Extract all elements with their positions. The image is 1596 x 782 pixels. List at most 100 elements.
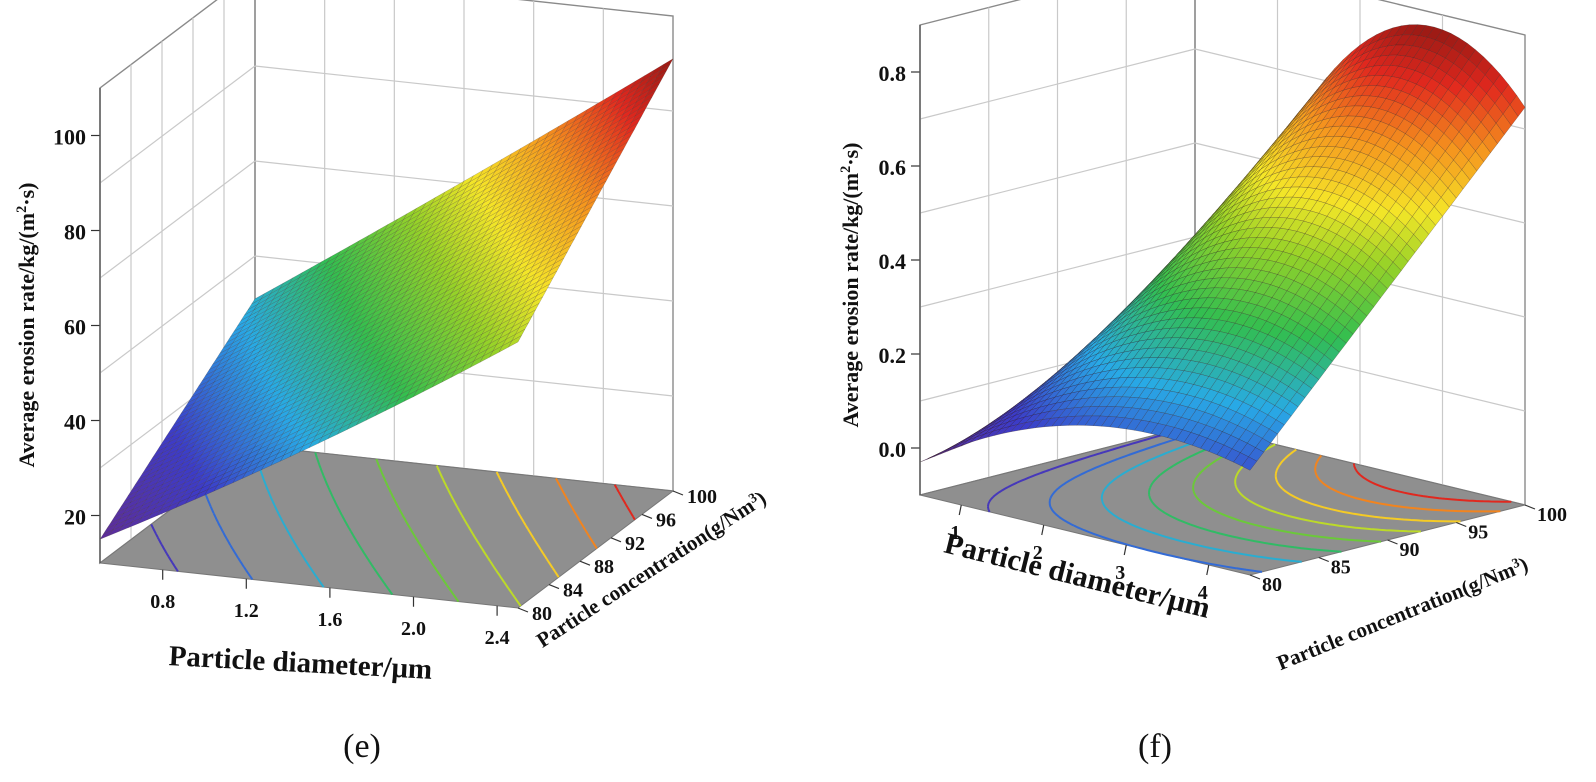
y-tick-mark xyxy=(548,584,560,590)
y-tick-mark xyxy=(672,490,684,496)
surface-patch xyxy=(521,309,537,323)
contour-line xyxy=(613,484,636,521)
surface-patch xyxy=(655,64,671,78)
surface-patch xyxy=(585,193,600,207)
x-tick-label: 3 xyxy=(1115,562,1125,584)
y-tick-mark xyxy=(579,560,591,566)
contour-line xyxy=(1274,448,1461,523)
caption-f: (f) xyxy=(1138,728,1172,765)
z-axis-label-text: Average erosion rate/kg/(m xyxy=(14,213,39,468)
y-tick-mark xyxy=(610,537,622,543)
x-tick-label: 2.0 xyxy=(401,618,426,640)
z-tick-label: 0.2 xyxy=(879,343,907,368)
surface-patch xyxy=(648,77,664,91)
surface-patch xyxy=(638,96,653,111)
surface-patch xyxy=(1406,234,1423,253)
y-tick-label: 85 xyxy=(1331,557,1351,579)
surface-patch xyxy=(1482,132,1498,154)
response-surface xyxy=(919,24,1526,471)
y-tick-label: 90 xyxy=(1400,539,1420,561)
surface-patch xyxy=(652,70,667,85)
surface-patch xyxy=(550,257,565,271)
y-tick-label: 88 xyxy=(594,556,614,578)
surface-patch xyxy=(1268,419,1285,435)
y-tick-label: 96 xyxy=(656,509,676,531)
surface-patch xyxy=(617,135,632,149)
surface-patch xyxy=(1378,271,1395,290)
surface-patch xyxy=(592,180,607,194)
y-tick-mark xyxy=(1387,539,1398,545)
surface-patch xyxy=(1433,196,1450,217)
surface-patch xyxy=(1461,159,1478,181)
z-axis-label-end: ·s) xyxy=(14,183,39,206)
surface-patch xyxy=(539,276,554,290)
y-axis-label-text: Particle concentration(g/Nm xyxy=(1273,557,1519,675)
surface-patch xyxy=(528,296,544,310)
grid-line xyxy=(99,255,256,374)
surface-patch xyxy=(606,154,621,168)
surface-patch xyxy=(511,328,526,342)
z-tick-label: 60 xyxy=(64,315,86,340)
z-tick-label: 40 xyxy=(64,410,86,435)
z-tick-label: 20 xyxy=(64,505,86,530)
y-tick-label: 92 xyxy=(625,533,645,555)
surface-patch xyxy=(1488,122,1505,145)
y-tick-label: 80 xyxy=(532,603,552,625)
z-axis-label: Average erosion rate/kg/(m2·s) xyxy=(838,143,863,428)
y-tick-label: 95 xyxy=(1468,522,1488,544)
y-tick-label: 80 xyxy=(1262,574,1282,596)
surface-patch xyxy=(634,103,649,117)
surface-patch xyxy=(641,90,657,104)
x-tick-label: 1.6 xyxy=(317,609,342,631)
contour-line xyxy=(435,465,522,607)
response-surface xyxy=(99,58,674,540)
chart-panel-e: 0.8 1.2 1.6 2.0 2.4 80 84 88 92 96 100 20 40 60 80 100 P… xyxy=(14,0,770,686)
surface-patch xyxy=(546,264,561,278)
surface-patch xyxy=(610,148,625,162)
surface-patch xyxy=(581,199,597,213)
surface-patch xyxy=(1317,354,1333,371)
surface-patch xyxy=(1427,206,1443,226)
surface-patch xyxy=(1296,382,1313,399)
surface-patch xyxy=(588,186,604,200)
surface-patch xyxy=(620,128,635,143)
surface-patch xyxy=(1262,428,1278,444)
x-tick-mark xyxy=(1123,544,1127,556)
contour-line xyxy=(1314,454,1501,513)
surface-patch xyxy=(507,334,523,348)
tick-labels: 0.8 1.2 1.6 2.0 2.4 80 84 88 92 96 100 20 40 60 80 100 xyxy=(53,125,717,649)
y-tick-mark xyxy=(517,607,529,613)
z-axis-label-sup: 2 xyxy=(14,206,30,213)
surface-patch xyxy=(1241,456,1258,471)
y-tick-mark xyxy=(641,513,653,519)
x-tick-mark xyxy=(1041,524,1045,536)
x-tick-label: 1.2 xyxy=(234,600,259,622)
z-tick-label: 0.8 xyxy=(879,61,907,86)
surface-patch xyxy=(578,206,593,220)
surface-patch xyxy=(1399,243,1416,262)
contour-line xyxy=(555,477,598,549)
surface-patch xyxy=(1351,308,1368,326)
surface-patch xyxy=(543,270,558,284)
y-tick-mark xyxy=(1249,574,1261,580)
surface-patch xyxy=(1509,94,1526,117)
surface-patch xyxy=(631,109,646,123)
contour-line xyxy=(495,471,560,578)
surface-patch xyxy=(571,219,586,233)
surface-patch xyxy=(1454,169,1471,190)
y-tick-label: 100 xyxy=(687,486,717,508)
z-tick-label: 100 xyxy=(53,125,86,150)
z-tick-label: 0.6 xyxy=(879,155,907,180)
contour-line xyxy=(150,523,179,572)
z-axis-label-sup: 2 xyxy=(838,166,854,173)
x-tick-label: 4 xyxy=(1198,582,1208,604)
x-tick-mark xyxy=(1206,564,1210,576)
caption-e: (e) xyxy=(343,728,381,765)
grid-line xyxy=(99,65,256,184)
surface-patch xyxy=(599,167,614,181)
contour-line xyxy=(375,458,460,603)
z-axis-label: Average erosion rate/kg/(m2·s) xyxy=(14,183,39,468)
y-tick-mark xyxy=(1456,521,1467,528)
